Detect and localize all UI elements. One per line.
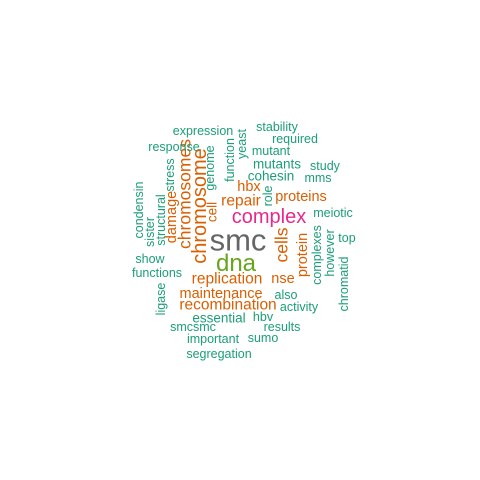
word-required: required	[272, 131, 318, 146]
word-functions: functions	[131, 265, 183, 280]
word-yeast: yeast	[234, 129, 249, 159]
word-sumo: sumo	[247, 330, 279, 345]
word-maintenance: maintenance	[179, 285, 263, 302]
word-study: study	[310, 158, 340, 173]
word-repair: repair	[221, 192, 261, 210]
word-results: results	[263, 319, 301, 334]
word-response: response	[148, 139, 200, 154]
word-cells: cells	[271, 227, 292, 263]
word-protein: protein	[294, 232, 311, 278]
word-essential: essential	[192, 310, 246, 326]
word-smcsmc: smcsmc	[170, 319, 216, 334]
word-also: also	[274, 287, 298, 302]
word-mutants: mutants	[252, 156, 302, 172]
word-role: role	[260, 185, 275, 207]
word-cell: cell	[204, 201, 220, 223]
word-however: however	[322, 229, 337, 277]
word-proteins: proteins	[275, 188, 327, 205]
word-chromatid: chromatid	[336, 256, 351, 312]
word-complex: complex	[231, 206, 307, 228]
word-recombination: recombination	[179, 296, 277, 314]
word-stress: stress	[162, 158, 177, 192]
word-sister: sister	[142, 217, 157, 247]
word-hbx: hbx	[237, 178, 261, 195]
word-mutant: mutant	[251, 143, 291, 158]
word-complexes: complexes	[309, 225, 324, 285]
word-expression: expression	[172, 123, 234, 138]
word-show: show	[135, 251, 165, 266]
word-ligase: ligase	[153, 282, 168, 316]
word-segregation: segregation	[186, 346, 252, 361]
word-hbv: hbv	[252, 309, 274, 324]
word-activity: activity	[279, 299, 319, 314]
word-function: function	[222, 138, 237, 182]
word-top: top	[338, 230, 356, 245]
word-smc: smc	[209, 222, 267, 258]
word-meiotic: meiotic	[313, 205, 353, 220]
word-cohesin: cohesin	[247, 168, 295, 184]
word-replication: replication	[191, 270, 263, 288]
word-mms: mms	[304, 170, 332, 185]
word-dna: dna	[215, 250, 257, 277]
word-genome: genome	[202, 145, 217, 191]
word-stability: stability	[256, 119, 298, 134]
word-nse: nse	[271, 270, 295, 287]
word-important: important	[186, 331, 240, 346]
